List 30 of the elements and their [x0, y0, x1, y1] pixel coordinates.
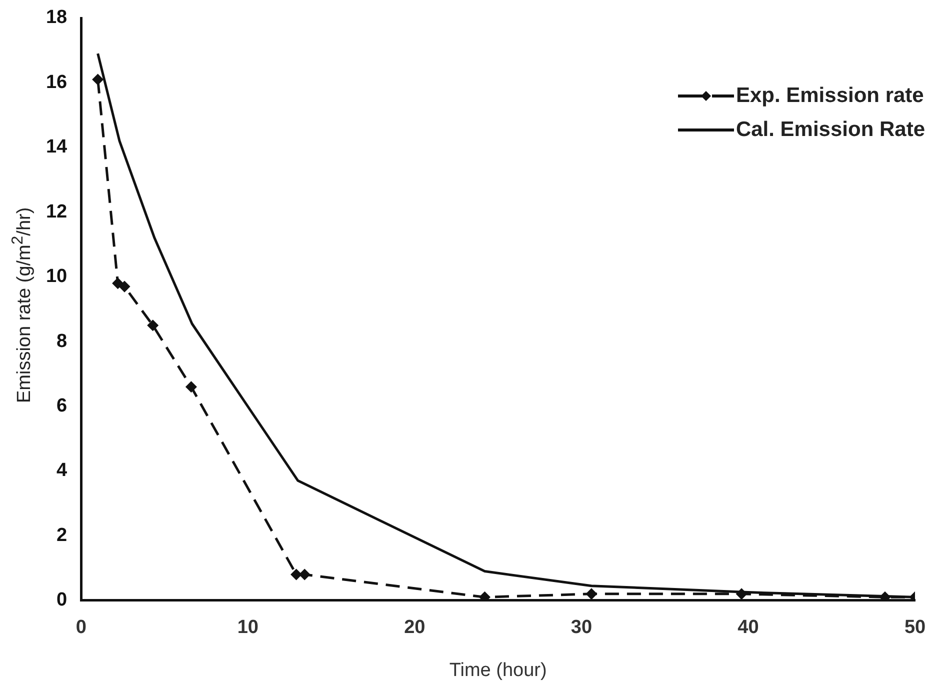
point [148, 320, 158, 331]
y-tick-label: 8 [56, 330, 68, 352]
point [880, 592, 890, 600]
y-tick-label: 14 [46, 136, 68, 158]
x-tick-label: 40 [738, 617, 759, 638]
point [291, 569, 302, 580]
point [112, 278, 124, 289]
point [92, 74, 104, 85]
legend-label: Exp. Emission rate [736, 84, 924, 108]
x-tick-label: 10 [237, 617, 258, 638]
y-tick-label: 0 [56, 590, 68, 611]
y-tick-label: 18 [46, 7, 68, 28]
y-tick-label: 2 [56, 524, 68, 546]
point [736, 588, 747, 600]
y-tick-label: 12 [46, 201, 68, 222]
point [479, 592, 490, 600]
y-tick-label: 16 [46, 72, 68, 93]
point [299, 569, 310, 580]
point [186, 382, 196, 392]
point [586, 588, 597, 600]
point [119, 281, 130, 292]
legend-label: Cal. Emission Rate [736, 118, 925, 142]
x-tick-label: 20 [404, 617, 426, 638]
x-tick-label: 50 [904, 617, 926, 638]
y-tick-label: 10 [46, 266, 68, 288]
y-tick-label: 4 [56, 460, 68, 482]
x-axis-title: Time (hour) [449, 660, 547, 681]
x-tick-label: 0 [76, 617, 86, 638]
y-tick-label: 6 [56, 396, 68, 416]
x-tick-label: 30 [570, 617, 592, 638]
